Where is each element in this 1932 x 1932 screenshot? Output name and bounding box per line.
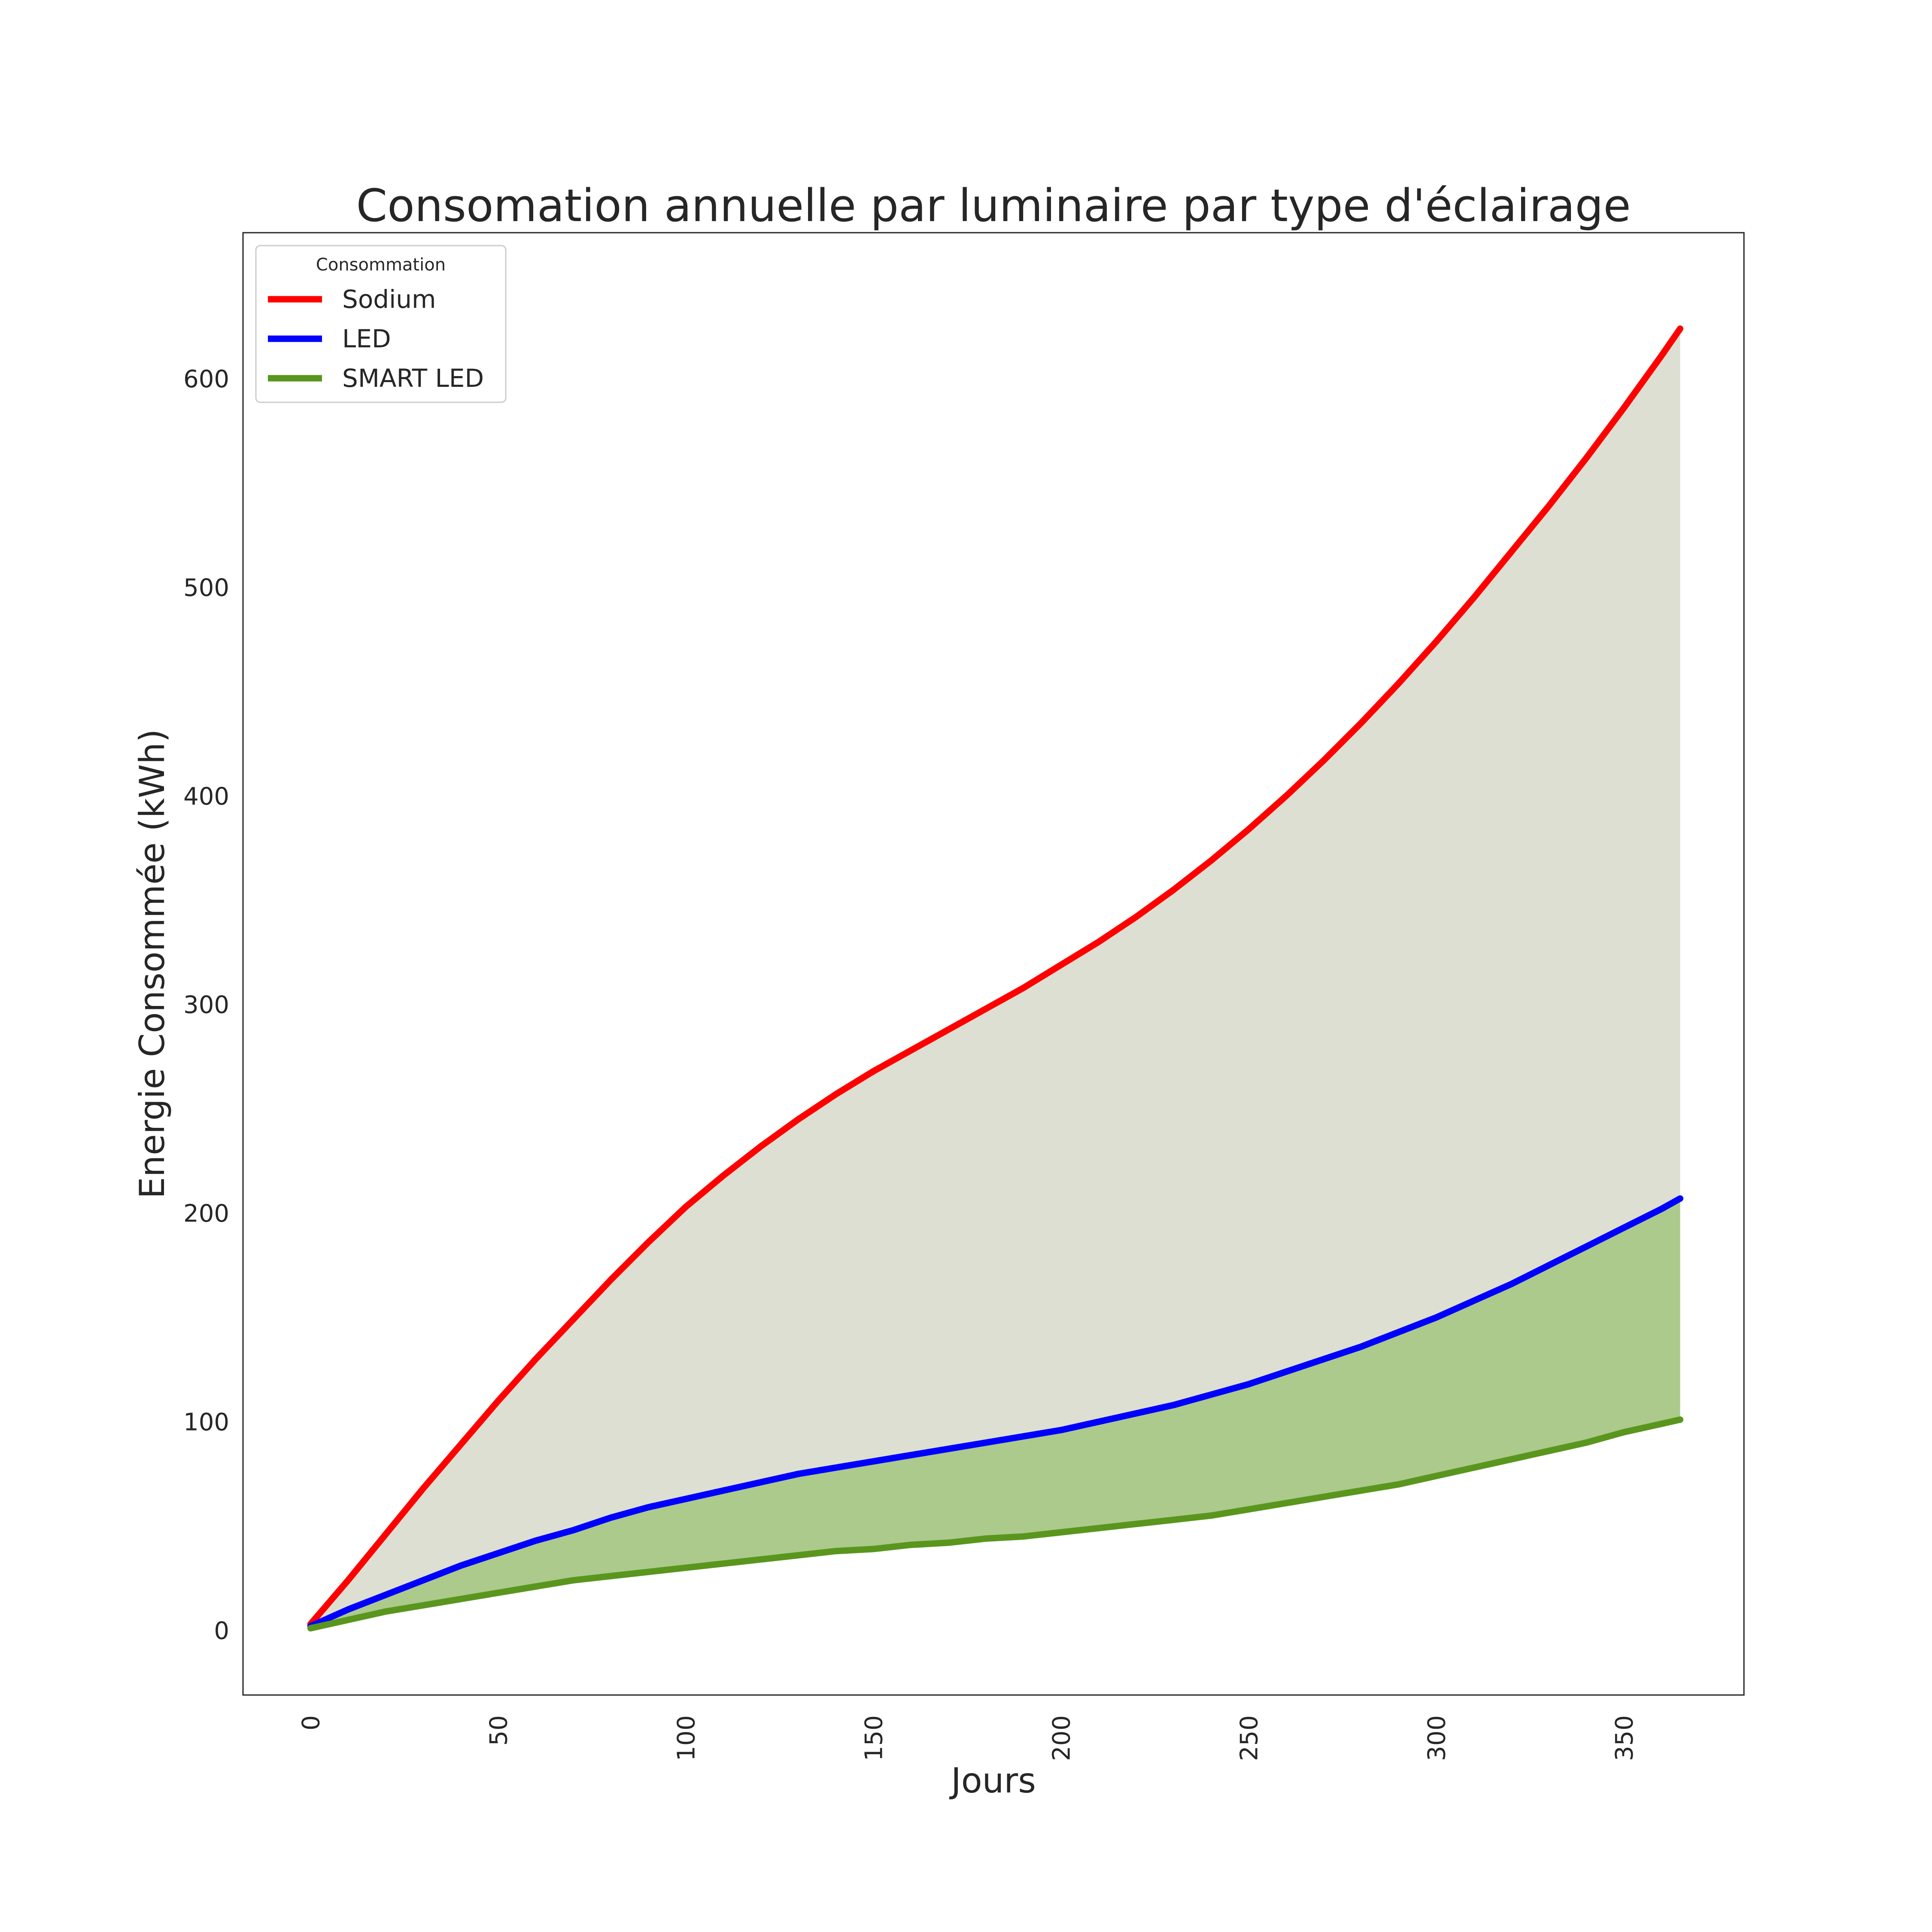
y-tick-label: 300 [183,991,229,1019]
x-axis-ticks: 0 50 100 150 200 250 300 350 [297,1715,1638,1761]
y-tick-label: 600 [183,365,229,393]
series-line-smart-led [307,1416,1683,1631]
series-lines [307,325,1683,1631]
fill-areas [310,328,1680,1628]
y-tick-label: 200 [183,1200,229,1228]
x-tick-label: 300 [1423,1715,1451,1761]
x-tick-label: 350 [1610,1715,1638,1761]
y-tick-label: 400 [183,783,229,811]
legend-label-sodium: Sodium [342,285,436,314]
legend-label-led: LED [342,324,391,353]
x-tick-label: 100 [672,1715,700,1761]
y-axis-label: Energie Consommée (kWh) [132,729,172,1199]
legend: Consommation Sodium LED SMART LED [255,245,507,403]
x-tick-label: 250 [1235,1715,1263,1761]
legend-box [255,245,507,403]
y-tick-label: 0 [214,1617,229,1645]
y-tick-label: 500 [183,574,229,602]
x-tick-label: 0 [297,1715,325,1731]
chart-title: Consomation annuelle par luminaire par t… [356,179,1631,232]
y-axis-ticks: 0 100 200 300 400 500 600 [183,365,229,1645]
fill-sodium-to-led [310,328,1680,1626]
x-tick-label: 150 [860,1715,888,1761]
fill-led-to-smart-led [310,1198,1680,1628]
legend-label-smart-led: SMART LED [342,364,484,393]
x-tick-label: 50 [485,1715,513,1746]
series-line-led [307,1195,1683,1630]
y-tick-label: 100 [183,1409,229,1437]
plot-frame [242,232,1745,1696]
series-line-sodium [307,325,1683,1628]
x-tick-label: 200 [1048,1715,1075,1761]
x-axis-label: Jours [949,1761,1036,1801]
legend-title: Consommation [316,255,446,275]
